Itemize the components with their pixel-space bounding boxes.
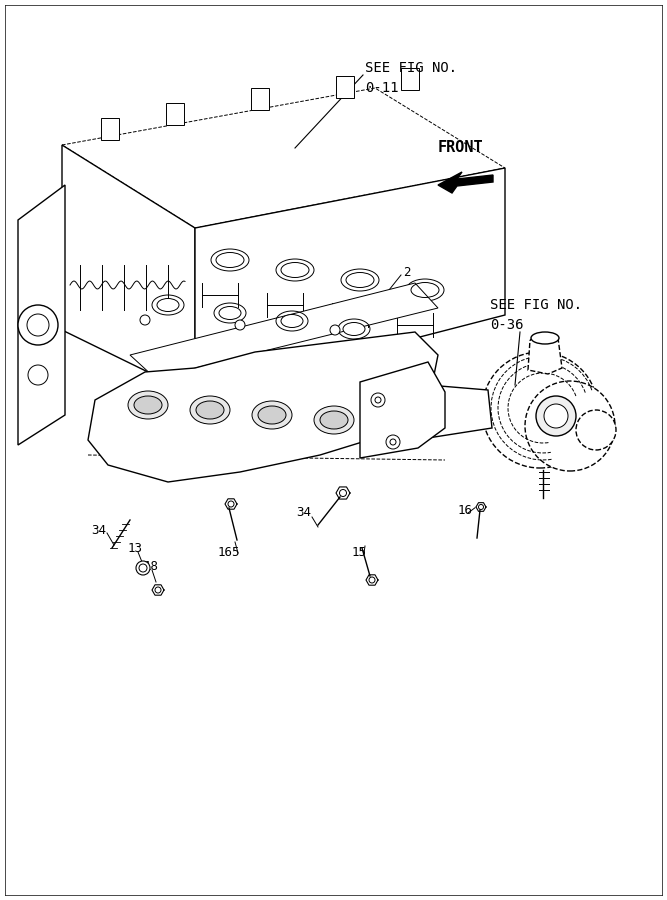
Ellipse shape [314,406,354,434]
Circle shape [140,315,150,325]
Ellipse shape [157,299,179,311]
Polygon shape [438,172,493,193]
Ellipse shape [531,332,559,344]
Ellipse shape [343,322,365,336]
Polygon shape [152,585,164,595]
Text: 34: 34 [91,524,106,536]
Circle shape [544,404,568,428]
Circle shape [576,410,616,450]
Ellipse shape [252,401,292,429]
Text: 1: 1 [392,386,400,400]
Polygon shape [528,334,562,374]
Polygon shape [130,283,438,378]
Circle shape [536,396,576,436]
Bar [336,76,354,98]
Polygon shape [88,332,438,482]
Ellipse shape [190,396,230,424]
Circle shape [390,439,396,445]
Circle shape [386,435,400,449]
Circle shape [478,505,484,509]
Ellipse shape [281,314,303,328]
Circle shape [371,393,385,407]
Text: 2: 2 [403,266,410,278]
Ellipse shape [196,401,224,419]
Bar [401,68,419,90]
Polygon shape [428,385,492,438]
Polygon shape [366,575,378,585]
Polygon shape [195,168,505,395]
Circle shape [482,352,598,468]
Polygon shape [476,503,486,511]
Circle shape [525,381,615,471]
Polygon shape [360,362,445,458]
Text: 0-36: 0-36 [490,318,524,332]
Ellipse shape [320,411,348,429]
Ellipse shape [276,259,314,281]
Text: SEE FIG NO.: SEE FIG NO. [365,61,457,75]
Ellipse shape [128,391,168,419]
Ellipse shape [406,279,444,301]
Text: 0-11: 0-11 [365,81,398,95]
Polygon shape [225,499,237,509]
Circle shape [340,490,346,497]
Ellipse shape [211,249,249,271]
Ellipse shape [219,307,241,320]
Polygon shape [62,145,195,395]
Bar [166,103,184,125]
Circle shape [235,320,245,330]
Circle shape [375,397,381,403]
Polygon shape [62,88,505,228]
Circle shape [136,561,150,575]
Text: 15: 15 [352,545,367,559]
Circle shape [330,325,340,335]
Polygon shape [18,185,65,445]
Text: 165: 165 [218,545,241,559]
Circle shape [369,577,375,583]
Circle shape [228,501,234,507]
Bar [101,118,119,140]
Bar [251,88,269,110]
Text: 34: 34 [296,507,311,519]
Text: 13: 13 [128,542,143,554]
Text: SEE FIG NO.: SEE FIG NO. [490,298,582,312]
Circle shape [18,305,58,345]
Text: 16: 16 [458,503,473,517]
Ellipse shape [258,406,286,424]
Text: FRONT: FRONT [438,140,484,156]
Ellipse shape [134,396,162,414]
Circle shape [28,365,48,385]
Text: 18: 18 [144,560,159,572]
Ellipse shape [341,269,379,291]
Polygon shape [336,487,350,500]
Circle shape [155,587,161,593]
